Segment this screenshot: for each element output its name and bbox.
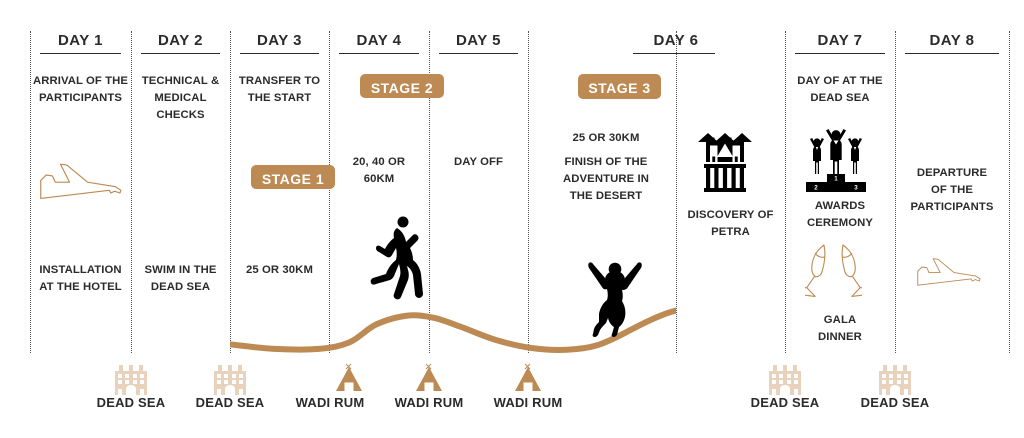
svg-text:2: 2 xyxy=(814,184,818,191)
svg-text:3: 3 xyxy=(854,184,858,191)
svg-text:1: 1 xyxy=(834,175,838,182)
